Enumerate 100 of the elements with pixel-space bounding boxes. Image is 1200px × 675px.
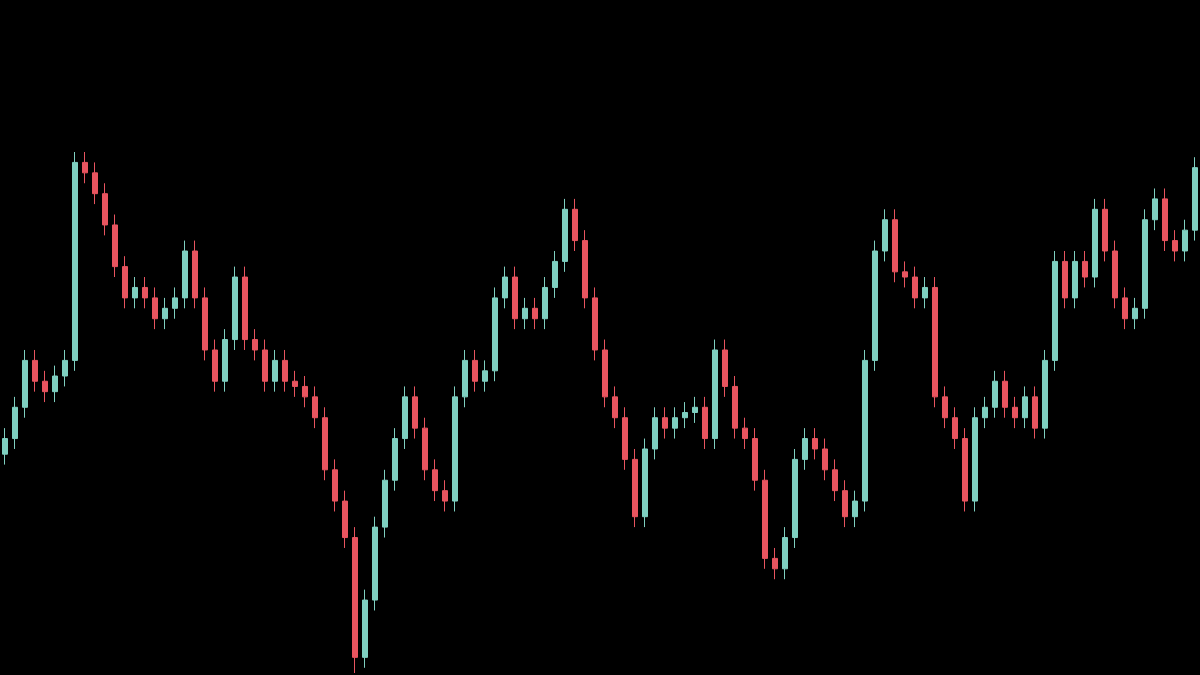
candlestick bbox=[92, 161, 98, 205]
candlestick bbox=[342, 490, 348, 549]
candlestick bbox=[902, 260, 908, 288]
candlestick bbox=[1162, 187, 1168, 252]
candlestick bbox=[462, 349, 468, 408]
candlestick bbox=[1082, 250, 1088, 288]
candlestick bbox=[2, 427, 8, 466]
candlestick bbox=[1002, 370, 1008, 419]
candlestick bbox=[832, 458, 838, 502]
candlestick bbox=[252, 328, 258, 361]
candlestick bbox=[852, 490, 858, 528]
candlestick bbox=[52, 365, 58, 403]
candlestick bbox=[242, 266, 248, 351]
candlestick bbox=[392, 427, 398, 492]
candlestick bbox=[1012, 396, 1018, 429]
candlestick bbox=[732, 375, 738, 440]
candlestick bbox=[142, 276, 148, 309]
candlestick bbox=[322, 406, 328, 481]
candlestick bbox=[1072, 250, 1078, 309]
candlestick bbox=[1192, 156, 1198, 242]
candlestick bbox=[352, 526, 358, 674]
candlestick bbox=[372, 516, 378, 611]
candlestick bbox=[752, 427, 758, 492]
candlestick bbox=[172, 286, 178, 320]
candlestick bbox=[892, 208, 898, 283]
candlestick bbox=[662, 406, 668, 440]
candlestick bbox=[1042, 349, 1048, 440]
candlestick bbox=[402, 385, 408, 450]
candlestick bbox=[562, 198, 568, 273]
candlestick bbox=[592, 286, 598, 361]
candlestick bbox=[612, 385, 618, 429]
candlestick bbox=[932, 276, 938, 408]
candlestick bbox=[22, 349, 28, 419]
candlestick bbox=[692, 396, 698, 424]
candlestick bbox=[162, 297, 168, 330]
candlestick bbox=[532, 297, 538, 330]
candlestick bbox=[1122, 286, 1128, 330]
candlestick bbox=[942, 385, 948, 429]
candlestick bbox=[882, 208, 888, 262]
candlestick bbox=[302, 375, 308, 408]
candlestick bbox=[292, 370, 298, 398]
candlestick bbox=[872, 240, 878, 372]
candlestick bbox=[602, 339, 608, 408]
candlestick bbox=[192, 240, 198, 309]
candlestick bbox=[582, 229, 588, 309]
candlestick bbox=[1022, 385, 1028, 429]
candlestick bbox=[782, 526, 788, 580]
candlestick bbox=[282, 349, 288, 393]
candlestick bbox=[482, 359, 488, 393]
candlestick bbox=[232, 266, 238, 351]
candlestick bbox=[152, 286, 158, 330]
candlestick bbox=[382, 469, 388, 539]
candlestick bbox=[492, 286, 498, 382]
candlestick bbox=[1132, 297, 1138, 330]
candlestick bbox=[512, 266, 518, 330]
candlestick bbox=[452, 385, 458, 512]
candlestick bbox=[112, 214, 118, 278]
candlestick bbox=[862, 349, 868, 512]
candlestick bbox=[362, 589, 368, 669]
candlestick bbox=[922, 276, 928, 309]
candlestick bbox=[312, 385, 318, 429]
candlestick bbox=[962, 427, 968, 512]
candlestick bbox=[42, 370, 48, 403]
candlestick bbox=[1152, 187, 1158, 231]
candlestick bbox=[102, 182, 108, 236]
candlestick bbox=[522, 297, 528, 330]
candlestick bbox=[82, 151, 88, 184]
candlestick bbox=[472, 349, 478, 393]
candlestick bbox=[202, 286, 208, 361]
candlestick bbox=[702, 396, 708, 450]
candlestick bbox=[262, 339, 268, 393]
candlestick bbox=[652, 406, 658, 460]
candlestick bbox=[992, 370, 998, 419]
candlestick bbox=[982, 396, 988, 429]
candlestick bbox=[792, 448, 798, 549]
candlestick bbox=[972, 406, 978, 512]
candlestick bbox=[1102, 198, 1108, 262]
candlestick bbox=[1092, 198, 1098, 288]
candlestick bbox=[72, 151, 78, 372]
candlestick bbox=[672, 406, 678, 440]
candlestick bbox=[682, 401, 688, 429]
candlestick bbox=[762, 469, 768, 570]
candlestick bbox=[712, 339, 718, 450]
candlestick bbox=[642, 438, 648, 528]
candlestick bbox=[1112, 240, 1118, 309]
candlestick bbox=[822, 438, 828, 481]
candlestick bbox=[802, 427, 808, 471]
candlestick bbox=[442, 479, 448, 512]
candlestick bbox=[1182, 219, 1188, 262]
candlestick bbox=[552, 250, 558, 299]
candlestick bbox=[812, 427, 818, 460]
candlestick bbox=[1032, 385, 1038, 440]
candlestick bbox=[572, 198, 578, 252]
candlestick bbox=[502, 266, 508, 309]
candlestick bbox=[722, 339, 728, 398]
candlestick bbox=[212, 339, 218, 393]
candlestick bbox=[422, 417, 428, 481]
candlestick bbox=[132, 276, 138, 309]
candlestick bbox=[952, 406, 958, 450]
candlestick bbox=[62, 349, 68, 387]
